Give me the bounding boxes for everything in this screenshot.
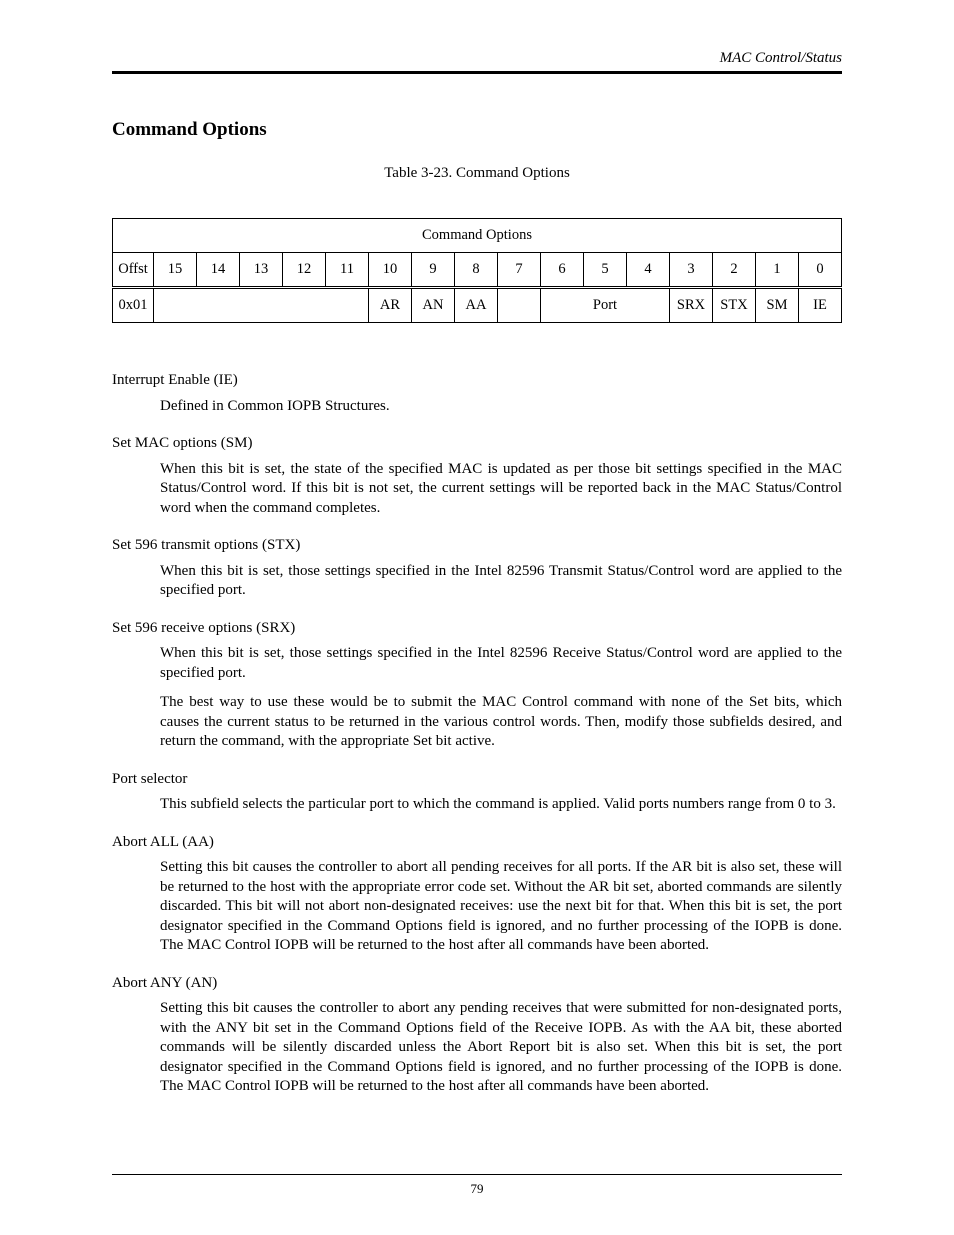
running-header: MAC Control/Status bbox=[112, 50, 842, 71]
bit-15: 15 bbox=[154, 253, 197, 288]
header-rule bbox=[112, 71, 842, 74]
def-ie-desc: Defined in Common IOPB Structures. bbox=[160, 397, 842, 417]
bit-ar: AR bbox=[369, 288, 412, 323]
table-caption: Table 3-23. Command Options bbox=[112, 165, 842, 182]
bit-11: 11 bbox=[326, 253, 369, 288]
bit-7-gap bbox=[498, 288, 541, 323]
def-stx-term: Set 596 transmit options (STX) bbox=[112, 536, 842, 556]
command-options-table: Command Options Offst 15 14 13 12 11 10 … bbox=[112, 218, 842, 323]
bit-2: 2 bbox=[713, 253, 756, 288]
offset-header: Offst bbox=[113, 253, 154, 288]
def-port-term: Port selector bbox=[112, 770, 842, 790]
bit-7: 7 bbox=[498, 253, 541, 288]
def-sm-desc: When this bit is set, the state of the s… bbox=[160, 460, 842, 519]
bit-1: 1 bbox=[756, 253, 799, 288]
page-number: 79 bbox=[0, 1181, 954, 1197]
bit-srx: SRX bbox=[670, 288, 713, 323]
bits-15-11 bbox=[154, 288, 369, 323]
definitions-list: Interrupt Enable (IE) Defined in Common … bbox=[112, 371, 842, 1097]
bit-13: 13 bbox=[240, 253, 283, 288]
bit-0: 0 bbox=[799, 253, 842, 288]
bit-9: 9 bbox=[412, 253, 455, 288]
bit-stx: STX bbox=[713, 288, 756, 323]
def-sm-term: Set MAC options (SM) bbox=[112, 434, 842, 454]
def-srx-desc2: The best way to use these would be to su… bbox=[160, 693, 842, 752]
def-ie-term: Interrupt Enable (IE) bbox=[112, 371, 842, 391]
def-an-desc: Setting this bit causes the controller t… bbox=[160, 999, 842, 1097]
bit-port: Port bbox=[541, 288, 670, 323]
bit-12: 12 bbox=[283, 253, 326, 288]
bit-8: 8 bbox=[455, 253, 498, 288]
bit-4: 4 bbox=[627, 253, 670, 288]
footer-rule bbox=[112, 1174, 842, 1175]
bit-5: 5 bbox=[584, 253, 627, 288]
bit-an: AN bbox=[412, 288, 455, 323]
def-an-term: Abort ANY (AN) bbox=[112, 974, 842, 994]
bit-6: 6 bbox=[541, 253, 584, 288]
offset-value: 0x01 bbox=[113, 288, 154, 323]
table-title-cell: Command Options bbox=[113, 219, 842, 253]
table-row: 0x01 AR AN AA Port SRX STX SM IE bbox=[113, 288, 842, 323]
bit-aa: AA bbox=[455, 288, 498, 323]
section-title: Command Options bbox=[112, 119, 842, 141]
bit-3: 3 bbox=[670, 253, 713, 288]
bit-14: 14 bbox=[197, 253, 240, 288]
def-srx-desc1: When this bit is set, those settings spe… bbox=[160, 644, 842, 683]
def-aa-desc: Setting this bit causes the controller t… bbox=[160, 858, 842, 956]
bit-ie: IE bbox=[799, 288, 842, 323]
bit-10: 10 bbox=[369, 253, 412, 288]
def-port-desc: This subfield selects the particular por… bbox=[160, 795, 842, 815]
def-stx-desc: When this bit is set, those settings spe… bbox=[160, 562, 842, 601]
def-aa-term: Abort ALL (AA) bbox=[112, 833, 842, 853]
def-srx-term: Set 596 receive options (SRX) bbox=[112, 619, 842, 639]
bits-header-row: Offst 15 14 13 12 11 10 9 8 7 6 5 4 3 2 … bbox=[113, 253, 842, 288]
bit-sm: SM bbox=[756, 288, 799, 323]
